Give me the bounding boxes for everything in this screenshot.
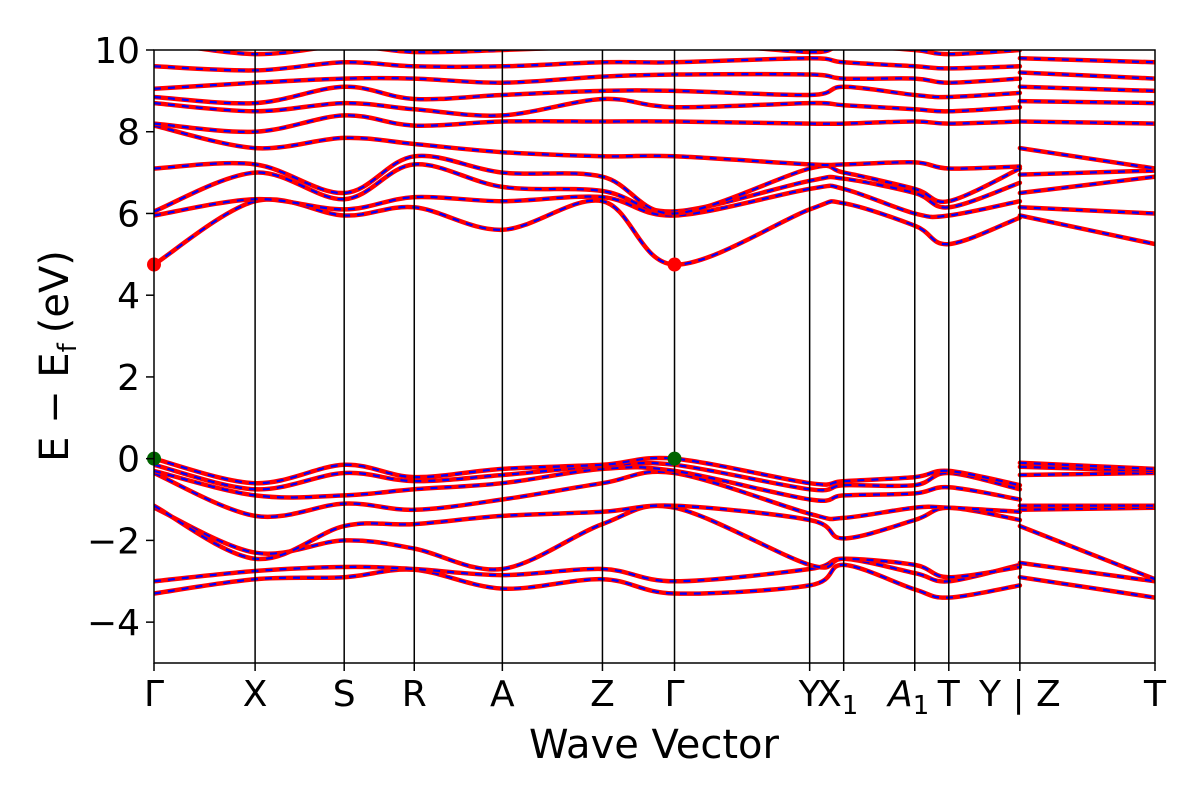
band-line-red — [1017, 470, 1155, 478]
y-tick-label: 0 — [117, 440, 140, 481]
x-tick-label: X — [243, 674, 268, 715]
band-line-blue-dashed — [154, 97, 1020, 117]
y-axis-title: E − Ef (eV) — [32, 250, 83, 462]
band-line-red — [1017, 119, 1155, 126]
band-line-blue-dashed — [1019, 576, 1155, 599]
x-tick-label: Γ — [144, 674, 164, 715]
band-line-red — [1017, 460, 1155, 472]
bands-layer — [154, 42, 1155, 600]
cbm-marker — [667, 257, 682, 272]
band-line-blue-dashed — [1019, 147, 1155, 170]
band-line-red — [1017, 70, 1155, 81]
band-line-blue-dashed — [201, 50, 1020, 56]
band-line-blue-dashed — [154, 114, 1020, 133]
y-axis-title-sub: f — [53, 342, 83, 352]
y-axis-ticks: −4 −2 0 2 4 6 8 10 — [87, 31, 154, 644]
band-line-blue-dashed — [1019, 525, 1155, 581]
x-tick-label: R — [402, 674, 427, 715]
band-line-red — [1020, 42, 1155, 46]
band-line-blue-dashed — [154, 124, 1020, 170]
x-tick-label: A1 — [886, 674, 929, 721]
band-line-blue-dashed — [154, 470, 1020, 521]
band-line-red — [1017, 55, 1155, 65]
band-line-red — [1017, 98, 1155, 106]
x-tick-label: A — [490, 674, 515, 715]
band-line-blue-dashed — [1019, 214, 1155, 246]
band-line-red — [154, 197, 1023, 267]
band-line-blue-dashed — [154, 85, 1020, 105]
x-tick-label: Y — [798, 674, 822, 715]
band-line-red — [1017, 174, 1155, 196]
x-tick-label: T — [1143, 674, 1167, 715]
band-line-blue-dashed — [154, 504, 1021, 561]
band-line-blue-dashed — [154, 557, 1021, 583]
y-tick-label: −4 — [87, 603, 140, 644]
band-line-red — [1017, 168, 1155, 177]
vbm-marker — [667, 451, 682, 466]
x-tick-label: Y | Z — [978, 674, 1061, 715]
band-line-blue-dashed — [1020, 42, 1155, 46]
band-line-blue-dashed — [1019, 561, 1155, 583]
y-tick-label: 10 — [94, 31, 140, 72]
x-tick-label: T — [937, 674, 961, 715]
x-axis-title: Wave Vector — [529, 722, 780, 768]
band-line-blue-dashed — [154, 466, 1021, 502]
y-tick-label: 8 — [117, 113, 140, 154]
band-line-blue-dashed — [154, 563, 1021, 599]
plot-frame — [153, 49, 1156, 664]
band-line-red — [1017, 205, 1155, 216]
y-tick-label: −2 — [87, 521, 140, 562]
band-line-red — [1017, 84, 1155, 94]
y-tick-label: 6 — [117, 194, 140, 235]
x-tick-label: Γ — [664, 674, 684, 715]
x-tick-label: Z — [590, 674, 615, 715]
x-tick-label: S — [333, 674, 356, 715]
y-axis-title-unit: (eV) — [32, 250, 78, 333]
y-tick-label: 4 — [117, 276, 140, 317]
high-symmetry-lines — [254, 50, 1021, 663]
band-line-red — [154, 113, 1023, 135]
x-tick-label: X1 — [817, 674, 858, 721]
y-axis-title-main: E − E — [32, 352, 78, 462]
y-tick-label: 2 — [117, 358, 140, 399]
band-line-blue-dashed — [154, 198, 1021, 266]
